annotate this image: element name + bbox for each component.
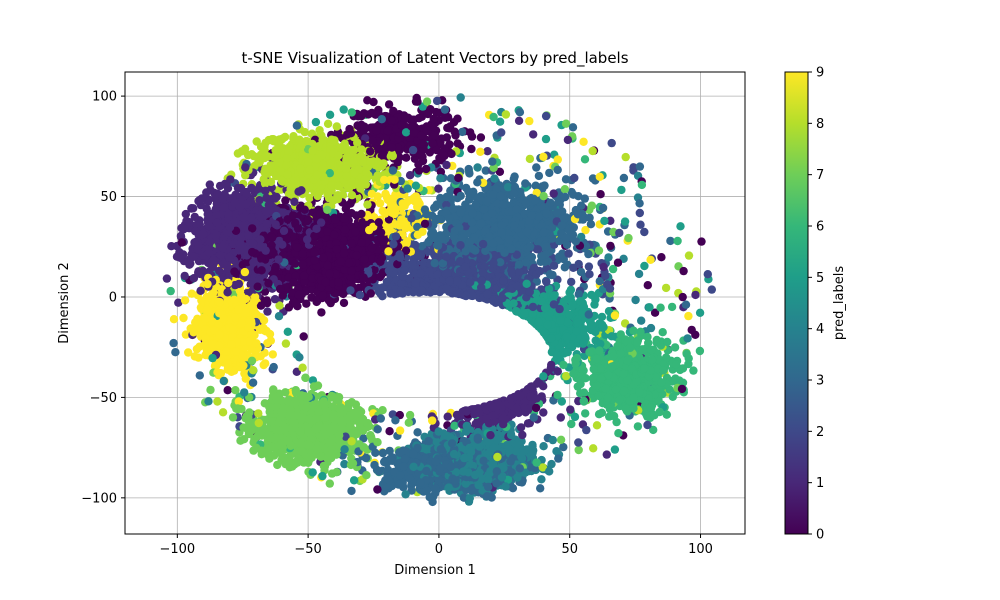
scatter-point [537,475,546,484]
scatter-point [567,277,576,287]
scatter-point [325,479,334,488]
scatter-point [608,264,618,274]
scatter-point [656,303,665,312]
scatter-point [323,119,333,128]
scatter-point [613,258,623,267]
scatter-point [525,116,534,126]
scatter-point [588,174,598,183]
scatter-point [666,236,675,246]
scatter-point [689,366,698,375]
scatter-point [662,410,671,419]
scatter-point [223,386,232,395]
scatter-point [347,486,356,496]
scatter-point [442,160,451,170]
scatter-point [635,162,645,171]
scatter-point [385,427,394,436]
scatter-point [483,147,492,156]
scatter-point [541,134,551,144]
scatter-point [490,174,499,183]
scatter-point [259,316,269,325]
scatter-point [274,312,284,321]
scatter-point [604,253,613,262]
scatter-point [633,422,643,431]
scatter-point [643,281,652,290]
scatter-point [670,343,680,352]
scatter-point [636,220,645,229]
scatter-point [540,181,549,190]
scatter-point [570,412,580,422]
scatter-point [606,216,615,225]
scatter-point [684,251,694,260]
scatter-point [204,397,213,406]
scatter-point [569,190,578,199]
scatter-point [646,323,656,333]
scatter-point [434,184,443,193]
scatter-point [640,261,649,271]
scatter-point [174,298,183,307]
scatter-point [640,227,649,237]
scatter-point [234,397,243,406]
scatter-point [631,295,640,305]
scatter-point [588,146,597,156]
scatter-point [169,315,179,324]
scatter-point [274,185,283,195]
scatter-point [629,163,638,172]
scatter-point [525,154,535,164]
scatter-point [384,100,394,109]
scatter-point [597,312,607,322]
scatter-point [247,150,256,159]
scatter-point [375,199,385,208]
scatter-point [268,350,277,359]
scatter-point [596,190,605,199]
scatter-point [213,397,222,406]
scatter-point [667,302,677,312]
scatter-point [574,445,583,455]
scatter-point [534,171,544,181]
scatter-point [617,185,626,195]
scatter-point [458,127,467,137]
scatter-point [536,484,545,493]
scatter-points [162,93,716,507]
scatter-point [650,308,660,317]
scatter-point [313,381,323,390]
scatter-point [263,307,272,316]
scatter-point [311,117,321,127]
scatter-point [370,460,379,470]
scatter-point [385,446,394,456]
scatter-point [584,262,594,271]
scatter-point [566,285,576,294]
scatter-point [302,299,311,308]
scatter-point [581,225,590,235]
scatter-point [169,338,178,348]
scatter-point [621,152,630,162]
scatter-point [580,155,590,164]
scatter-point [607,138,616,148]
scatter-point [567,419,576,429]
scatter-point [581,409,590,418]
chart-title: t-SNE Visualization of Latent Vectors by… [241,49,628,68]
scatter-point [532,163,541,172]
scatter-point [481,166,490,175]
scatter-point [637,316,646,325]
scatter-point [231,386,240,395]
scatter-point [162,274,172,283]
scatter-point [594,410,604,419]
scatter-point [467,144,476,154]
scatter-point [634,269,644,279]
scatter-point [281,339,291,348]
